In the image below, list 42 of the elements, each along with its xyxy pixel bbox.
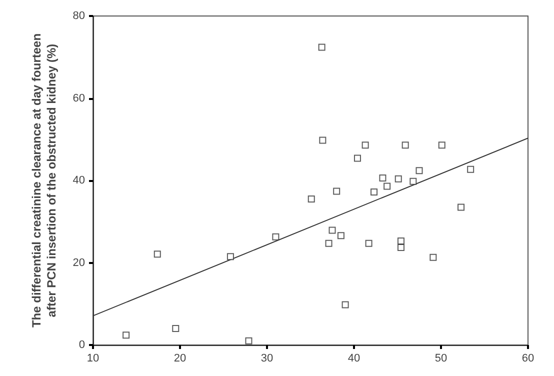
point bbox=[438, 142, 446, 149]
y-axis-title: The differential creatinine clearance at day fourteen after PCN insertion of the obstructed kidney (%) bbox=[30, 33, 58, 328]
point bbox=[328, 226, 336, 234]
x-tick-label: 60 bbox=[522, 352, 534, 364]
y-tick-label: 40 bbox=[72, 174, 85, 186]
point bbox=[384, 182, 391, 190]
point bbox=[354, 154, 361, 162]
y-tick-label: 80 bbox=[72, 10, 85, 22]
x-tick-label: 40 bbox=[348, 352, 360, 364]
point bbox=[430, 254, 437, 261]
point bbox=[226, 253, 234, 260]
point bbox=[416, 167, 423, 174]
point bbox=[122, 332, 130, 339]
point bbox=[467, 166, 474, 173]
y-tick-label: 60 bbox=[72, 92, 85, 104]
point bbox=[397, 237, 404, 244]
point bbox=[342, 301, 349, 308]
point bbox=[308, 196, 315, 203]
point bbox=[333, 188, 340, 195]
y-tick-label: 0 bbox=[78, 339, 85, 351]
point bbox=[245, 337, 252, 344]
point bbox=[154, 250, 161, 258]
y-tick-label: 20 bbox=[72, 256, 85, 269]
point bbox=[379, 174, 386, 182]
x-tick-label: 10 bbox=[86, 352, 100, 364]
x-tick-label: 50 bbox=[434, 352, 448, 364]
point bbox=[402, 142, 409, 149]
x-tick-label: 20 bbox=[174, 352, 186, 364]
point bbox=[319, 136, 326, 144]
point bbox=[362, 142, 369, 149]
point bbox=[394, 175, 402, 182]
point bbox=[172, 325, 180, 332]
point bbox=[458, 204, 465, 211]
point bbox=[318, 44, 326, 51]
point bbox=[410, 178, 417, 185]
point bbox=[337, 232, 344, 240]
point bbox=[370, 188, 378, 196]
point bbox=[325, 240, 332, 247]
point bbox=[397, 244, 404, 252]
point bbox=[272, 233, 280, 240]
x-tick-label: 30 bbox=[260, 352, 274, 364]
point bbox=[365, 240, 372, 247]
